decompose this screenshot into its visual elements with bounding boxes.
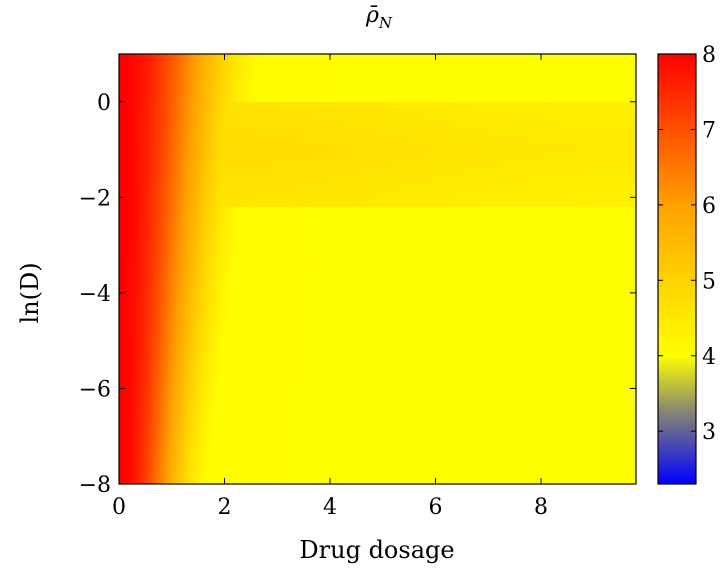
x-tick-label: 0 bbox=[112, 495, 126, 520]
y-tick-label: −2 bbox=[79, 186, 111, 211]
colorbar-tick-label: 3 bbox=[702, 420, 716, 445]
x-tick-label: 8 bbox=[534, 495, 548, 520]
chart-title: ρ̄N bbox=[365, 3, 393, 32]
y-axis: −8 −6 −4 −2 0 bbox=[79, 91, 636, 498]
colorbar-tick-label: 4 bbox=[702, 345, 716, 370]
plot-frame bbox=[118, 53, 637, 485]
x-tick-label: 4 bbox=[323, 495, 337, 520]
colorbar: 3 4 5 6 7 8 bbox=[657, 43, 716, 485]
colorbar-tick-label: 5 bbox=[702, 269, 716, 294]
colorbar-tick-label: 7 bbox=[702, 118, 716, 143]
y-tick-label: −4 bbox=[79, 282, 111, 307]
x-axis: 0 2 4 6 8 bbox=[112, 54, 548, 520]
y-tick-label: 0 bbox=[97, 91, 111, 116]
x-tick-label: 6 bbox=[429, 495, 443, 520]
plot-area bbox=[118, 53, 637, 485]
y-axis-label: ln(D) bbox=[16, 262, 44, 323]
x-tick-label: 2 bbox=[218, 495, 232, 520]
colorbar-ticks: 3 4 5 6 7 8 bbox=[658, 43, 716, 445]
y-tick-label: −6 bbox=[79, 377, 111, 402]
x-axis-label: Drug dosage bbox=[299, 536, 454, 564]
colorbar-tick-label: 8 bbox=[702, 43, 716, 68]
colorbar-tick-label: 6 bbox=[702, 194, 716, 219]
y-tick-label: −8 bbox=[79, 473, 111, 498]
chart-title-symbol: ρ̄ bbox=[365, 3, 379, 28]
colorbar-gradient bbox=[657, 53, 697, 485]
heatmap-image bbox=[119, 54, 636, 484]
chart-title-subscript: N bbox=[378, 14, 393, 32]
